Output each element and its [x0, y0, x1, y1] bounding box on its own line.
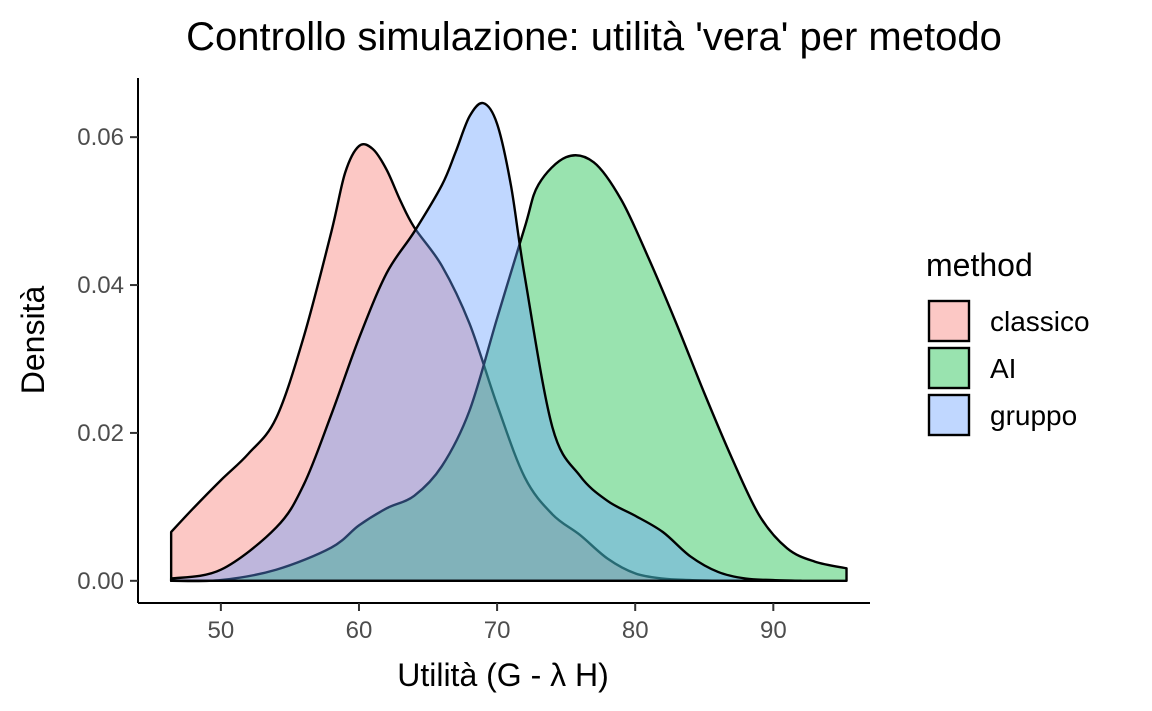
legend-label-classico: classico — [990, 306, 1090, 337]
legend-label-gruppo: gruppo — [990, 400, 1077, 431]
y-tick-label: 0.00 — [77, 568, 124, 595]
legend-key-gruppo — [927, 393, 971, 437]
legend-key-AI — [927, 346, 971, 390]
legend: method classico AI gruppo — [926, 247, 1090, 437]
legend-key-bg-classico — [928, 300, 970, 342]
density-area-gruppo — [169, 101, 803, 583]
y-axis-ticks: 0.00 0.02 0.04 0.06 — [77, 124, 138, 595]
x-axis-ticks: 50 60 70 80 90 — [208, 603, 787, 644]
density-area-AI — [169, 154, 848, 583]
chart-title: Controllo simulazione: utilità 'vera' pe… — [186, 15, 1002, 59]
x-axis-title: Utilità (G - λ H) — [397, 657, 609, 693]
x-tick-label: 80 — [622, 617, 649, 644]
legend-key-bg-gruppo — [928, 394, 970, 436]
x-tick-label: 90 — [760, 617, 787, 644]
x-tick-label: 70 — [484, 617, 511, 644]
y-tick-label: 0.06 — [77, 124, 124, 151]
legend-key-classico — [927, 299, 971, 343]
density-area-classico — [169, 142, 720, 583]
legend-label-AI: AI — [990, 353, 1016, 384]
legend-title: method — [926, 247, 1033, 283]
y-axis-title: Densità — [15, 286, 51, 395]
y-tick-label: 0.02 — [77, 420, 124, 447]
x-tick-label: 60 — [346, 617, 373, 644]
density-areas — [169, 101, 848, 583]
legend-key-bg-AI — [928, 347, 970, 389]
legend-items: classico AI gruppo — [927, 299, 1090, 437]
y-tick-label: 0.04 — [77, 272, 124, 299]
x-tick-label: 50 — [208, 617, 235, 644]
